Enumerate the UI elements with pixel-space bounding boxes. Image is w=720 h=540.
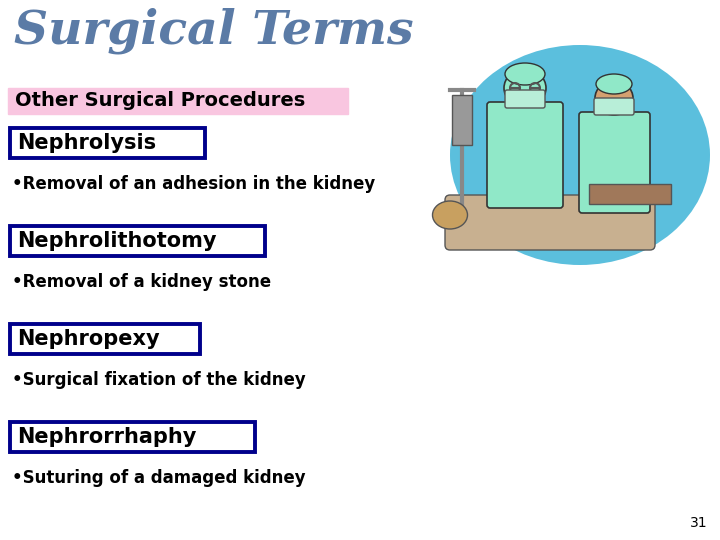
Text: •Removal of a kidney stone: •Removal of a kidney stone	[12, 273, 271, 291]
Text: 31: 31	[690, 516, 708, 530]
Text: Nephrolysis: Nephrolysis	[17, 133, 156, 153]
FancyBboxPatch shape	[10, 324, 200, 354]
Text: •Surgical fixation of the kidney: •Surgical fixation of the kidney	[12, 371, 306, 389]
FancyBboxPatch shape	[10, 226, 265, 256]
Text: Surgical Terms: Surgical Terms	[14, 8, 413, 55]
FancyBboxPatch shape	[589, 184, 671, 204]
FancyBboxPatch shape	[10, 422, 255, 452]
Ellipse shape	[504, 69, 546, 107]
FancyBboxPatch shape	[452, 95, 472, 145]
Ellipse shape	[505, 63, 545, 85]
Text: Other Surgical Procedures: Other Surgical Procedures	[15, 91, 305, 111]
Text: Nephrolithotomy: Nephrolithotomy	[17, 231, 217, 251]
Ellipse shape	[596, 74, 632, 94]
FancyBboxPatch shape	[505, 90, 545, 108]
FancyBboxPatch shape	[8, 88, 348, 114]
FancyBboxPatch shape	[594, 98, 634, 115]
Text: •Removal of an adhesion in the kidney: •Removal of an adhesion in the kidney	[12, 175, 375, 193]
Ellipse shape	[450, 45, 710, 265]
FancyBboxPatch shape	[445, 195, 655, 250]
FancyBboxPatch shape	[10, 128, 205, 158]
FancyBboxPatch shape	[579, 112, 650, 213]
Text: Nephropexy: Nephropexy	[17, 329, 160, 349]
Text: •Suturing of a damaged kidney: •Suturing of a damaged kidney	[12, 469, 305, 487]
Ellipse shape	[595, 81, 633, 115]
FancyBboxPatch shape	[487, 102, 563, 208]
Ellipse shape	[433, 201, 467, 229]
Text: Nephrorrhaphy: Nephrorrhaphy	[17, 427, 197, 447]
